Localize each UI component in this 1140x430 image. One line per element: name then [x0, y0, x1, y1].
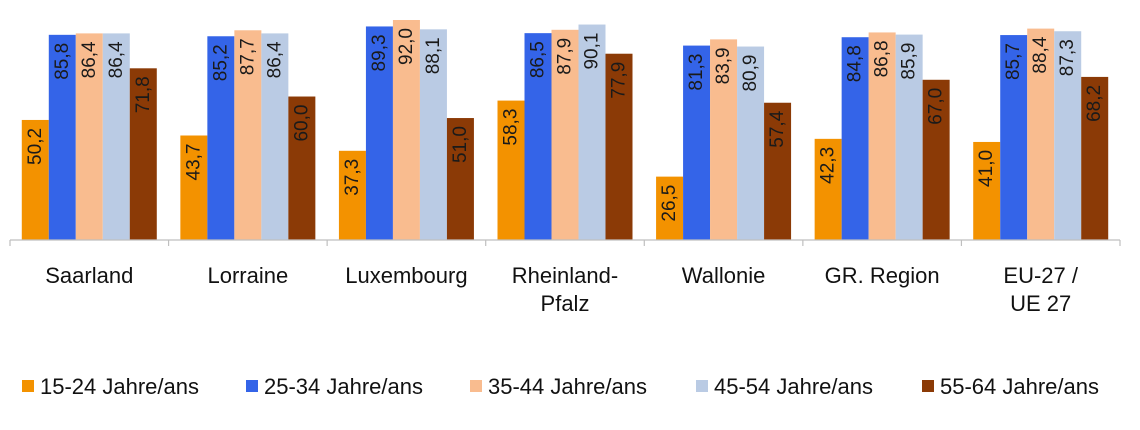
data-label: 86,4: [264, 41, 285, 78]
bar: [605, 53, 633, 240]
data-label: 77,9: [609, 62, 630, 99]
data-label: 87,7: [237, 38, 258, 75]
category-label: Lorraine: [207, 263, 288, 288]
legend-swatch: [470, 380, 482, 392]
legend-label: 45-54 Jahre/ans: [714, 374, 873, 399]
legend-label: 35-44 Jahre/ans: [488, 374, 647, 399]
bar: [207, 36, 235, 241]
bar: [922, 79, 950, 240]
bar: [1027, 28, 1055, 240]
data-label: 60,0: [291, 105, 312, 142]
data-label: 67,0: [926, 88, 947, 125]
value-labels-layer: 50,2 85,8 86,4 86,4 71,8 43,7 85,2 87,7 86,4 60,0…: [25, 28, 1105, 222]
bar: [656, 176, 684, 240]
data-label: 83,9: [713, 47, 734, 84]
category-label: UE 27: [1010, 291, 1071, 316]
data-label: 80,9: [740, 55, 761, 92]
bar: [234, 30, 262, 240]
category-label: Rheinland-: [512, 263, 618, 288]
bar: [1054, 31, 1082, 240]
bar: [21, 119, 49, 240]
bar: [868, 32, 896, 240]
bar: [261, 33, 289, 241]
x-axis: [9, 239, 1121, 246]
category-label: Pfalz: [541, 291, 590, 316]
data-label: 37,3: [342, 159, 363, 196]
bar: [365, 26, 393, 240]
data-label: 85,8: [52, 43, 73, 80]
category-label: Wallonie: [682, 263, 766, 288]
bar: [446, 118, 474, 240]
bar: [288, 96, 316, 241]
bar: [338, 150, 366, 240]
category-label: Saarland: [45, 263, 133, 288]
bar: [710, 39, 738, 240]
bar: [1081, 76, 1109, 240]
bar: [895, 34, 923, 240]
bar: [737, 46, 765, 240]
bar: [75, 33, 103, 241]
data-label: 81,3: [686, 54, 707, 91]
legend-swatch: [246, 380, 258, 392]
bar: [683, 45, 711, 240]
bar: [764, 102, 792, 240]
data-label: 87,3: [1057, 39, 1078, 76]
category-labels: Saarland Lorraine Luxembourg Rheinland- Pfal…: [45, 263, 1079, 316]
data-label: 86,4: [106, 41, 127, 78]
data-label: 87,9: [555, 38, 576, 75]
legend-swatch: [22, 380, 34, 392]
data-label: 50,2: [25, 128, 46, 165]
bar: [497, 100, 525, 240]
legend-label: 15-24 Jahre/ans: [40, 374, 199, 399]
data-label: 88,1: [423, 37, 444, 74]
bar: [524, 33, 552, 240]
legend-swatch: [696, 380, 708, 392]
data-label: 57,4: [767, 110, 788, 147]
category-label: Luxembourg: [345, 263, 467, 288]
bar: [48, 34, 76, 241]
data-label: 85,7: [1003, 43, 1024, 80]
bar: [1000, 35, 1028, 240]
bar: [578, 24, 606, 241]
data-label: 89,3: [369, 34, 390, 71]
data-label: 43,7: [183, 144, 204, 181]
category-label: GR. Region: [825, 263, 940, 288]
data-label: 86,4: [79, 41, 100, 78]
data-label: 84,8: [845, 45, 866, 82]
data-label: 86,8: [872, 40, 893, 77]
data-label: 26,5: [659, 185, 680, 222]
data-label: 92,0: [396, 28, 417, 65]
bar: [392, 20, 420, 240]
data-label: 42,3: [818, 147, 839, 184]
data-label: 71,8: [133, 76, 154, 113]
bar: [102, 33, 130, 241]
category-label: EU-27 /: [1003, 263, 1078, 288]
data-label: 51,0: [450, 126, 471, 163]
bar: [180, 135, 208, 240]
data-label: 58,3: [501, 109, 522, 146]
legend-label: 25-34 Jahre/ans: [264, 374, 423, 399]
data-label: 68,2: [1084, 85, 1105, 122]
data-label: 85,2: [210, 44, 231, 81]
legend-swatch: [922, 380, 934, 392]
data-label: 41,0: [976, 150, 997, 187]
bar: [814, 138, 842, 240]
data-label: 85,9: [899, 43, 920, 80]
data-label: 86,5: [528, 41, 549, 78]
legend-label: 55-64 Jahre/ans: [940, 374, 1099, 399]
bar: [973, 141, 1001, 240]
legend: 15-24 Jahre/ans 25-34 Jahre/ans 35-44 Jahr…: [22, 374, 1099, 399]
bar: [841, 37, 869, 240]
bars-layer: [21, 20, 1109, 241]
data-label: 88,4: [1030, 36, 1051, 73]
bar: [129, 68, 157, 240]
data-label: 90,1: [582, 33, 603, 70]
bar: [419, 29, 447, 241]
bar: [551, 29, 579, 240]
